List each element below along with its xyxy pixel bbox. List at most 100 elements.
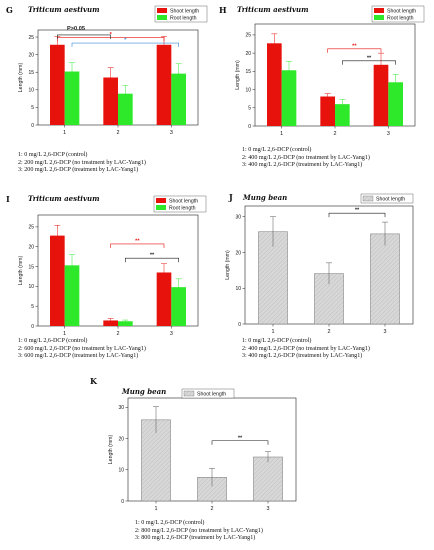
panel-i: I Triticum aestivum 0 5 10 15 20 25 Length (mm… <box>0 190 217 375</box>
y-tick-label: 20 <box>235 250 241 256</box>
y-axis-label: Length (mm) <box>18 256 24 286</box>
note-3: 3: 200 mg/L 2,6-DCP (treatment by LAC-Ya… <box>18 167 139 174</box>
bar <box>64 265 80 326</box>
bar <box>103 77 118 125</box>
y-tick-label: 5 <box>31 304 34 310</box>
legend-label: Shoot length <box>387 8 416 14</box>
y-tick-label: 15 <box>28 70 34 76</box>
x-tick-label: 1 <box>155 506 158 512</box>
y-tick-label: 25 <box>28 225 34 231</box>
legend-box <box>181 388 235 399</box>
bar <box>370 233 400 325</box>
y-tick-label: 25 <box>245 33 251 39</box>
y-tick-label: 5 <box>248 106 251 112</box>
legend-label: Shoot length <box>376 196 405 202</box>
y-tick-label: 5 <box>31 105 34 111</box>
legend-swatch <box>157 8 167 13</box>
x-tick-label: 2 <box>117 331 120 337</box>
bar <box>141 419 171 502</box>
bar <box>156 44 172 125</box>
bar <box>267 43 282 126</box>
note-3: 3: 800 mg/L 2,6-DCP (treatment by LAC-Ya… <box>135 535 256 542</box>
y-tick-label: 0 <box>248 124 251 130</box>
bar <box>50 44 65 125</box>
legend-swatch <box>156 205 166 210</box>
significance-marker: ** <box>150 253 155 259</box>
y-tick-label: 20 <box>245 51 251 57</box>
bar <box>50 235 65 326</box>
note-1: 1: 0 mg/L 2,6-DCP (control) <box>242 338 312 344</box>
y-tick-label: 10 <box>235 286 241 292</box>
chart-title: Mung bean <box>122 387 167 396</box>
bar <box>373 64 389 126</box>
significance-bracket <box>57 34 111 39</box>
bar <box>118 93 133 125</box>
chart-title: Triticum aestivum <box>28 194 100 203</box>
x-tick-label: 2 <box>328 329 331 335</box>
y-tick-label: 30 <box>235 215 241 221</box>
y-tick-label: 25 <box>28 35 34 41</box>
y-tick-label: 10 <box>118 468 124 474</box>
y-tick-label: 20 <box>118 436 124 442</box>
legend-swatch <box>157 15 167 20</box>
x-tick-label: 1 <box>272 329 275 335</box>
legend-swatch <box>374 8 384 13</box>
panel-letter: J <box>229 192 233 202</box>
chart-title: Triticum aestivum <box>237 5 309 14</box>
y-tick-label: 20 <box>28 245 34 251</box>
bar <box>335 104 350 126</box>
significance-bracket <box>211 440 269 445</box>
panel-g: G Triticum aestivum 0 5 10 15 20 25 Length (mm… <box>0 0 217 190</box>
panel-letter: K <box>90 376 97 386</box>
bar <box>171 73 186 125</box>
bar <box>258 231 288 325</box>
bar-chart-i: 0 5 10 15 20 25 Length (mm) 1 2 3 ** ** Shoot length… <box>18 195 207 337</box>
y-tick-label: 0 <box>121 499 124 505</box>
legend-box <box>371 5 425 23</box>
significance-bracket <box>328 212 386 218</box>
note-1: 1: 0 mg/L 2,6-DCP (control) <box>18 152 88 158</box>
note-3: 3: 400 mg/L 2,6-DCP (treatment by LAC-Ya… <box>242 353 363 360</box>
y-tick-label: 10 <box>28 284 34 290</box>
y-tick-label: 10 <box>245 87 251 93</box>
x-tick-label: 3 <box>267 506 270 512</box>
bar <box>171 287 186 326</box>
significance-marker: ** <box>355 208 360 214</box>
x-tick-label: 1 <box>63 331 66 337</box>
x-tick-label: 3 <box>170 331 173 337</box>
panel-letter: I <box>6 194 10 204</box>
legend-label: Root length <box>169 205 196 211</box>
significance-marker: ** <box>238 435 243 441</box>
note-1: 1: 0 mg/L 2,6-DCP (control) <box>135 520 205 526</box>
significance-bracket <box>342 60 396 65</box>
legend-swatch <box>362 195 374 202</box>
treatment-notes: 1: 0 mg/L 2,6-DCP (control) 2: 400 mg/L … <box>242 147 370 170</box>
y-axis-label: Length (mm) <box>235 60 241 90</box>
chart-title: Mung bean <box>243 193 288 202</box>
significance-bracket <box>71 42 179 48</box>
legend-swatch <box>183 390 195 397</box>
legend-label: Root length <box>170 15 197 21</box>
bar <box>64 71 80 125</box>
significance-marker: ** <box>367 55 372 61</box>
panel-k: K Mung bean 0 10 20 30 Length (mm) 1 2 3 ** Shoot… <box>90 375 344 550</box>
bar-chart-g: 0 5 10 15 20 25 Length (mm) 1 2 3 * * P>0.05 Shoot le… <box>18 5 208 136</box>
y-tick-label: 30 <box>118 405 124 411</box>
note-2: 2: 600 mg/L 2,6-DCP (no treatment by LAC… <box>18 345 146 352</box>
bar <box>156 272 172 326</box>
significance-bracket <box>327 48 382 53</box>
panel-j: J Mung bean 0 10 20 30 Length (mm) 1 2 3 ** Shoot… <box>217 190 434 375</box>
x-tick-label: 1 <box>63 130 66 136</box>
bar <box>281 70 297 126</box>
p-value-annotation: P>0.05 <box>67 26 85 32</box>
bar <box>253 456 283 502</box>
panel-h: H Triticum aestivum 0 5 10 15 20 25 Length (mm… <box>217 0 434 190</box>
legend-label: Root length <box>387 15 414 21</box>
x-tick-label: 3 <box>387 131 390 137</box>
bar-chart-h: 0 5 10 15 20 25 Length (mm) 1 2 3 ** ** Shoot length… <box>235 5 425 137</box>
note-3: 3: 400 mg/L 2,6-DCP (treatment by LAC-Ya… <box>242 162 363 169</box>
treatment-notes: 1: 0 mg/L 2,6-DCP (control) 2: 400 mg/L … <box>242 338 370 361</box>
y-tick-label: 15 <box>245 69 251 75</box>
note-2: 2: 200 mg/L 2,6-DCP (no treatment by LAC… <box>18 159 146 166</box>
legend-box <box>154 5 208 23</box>
